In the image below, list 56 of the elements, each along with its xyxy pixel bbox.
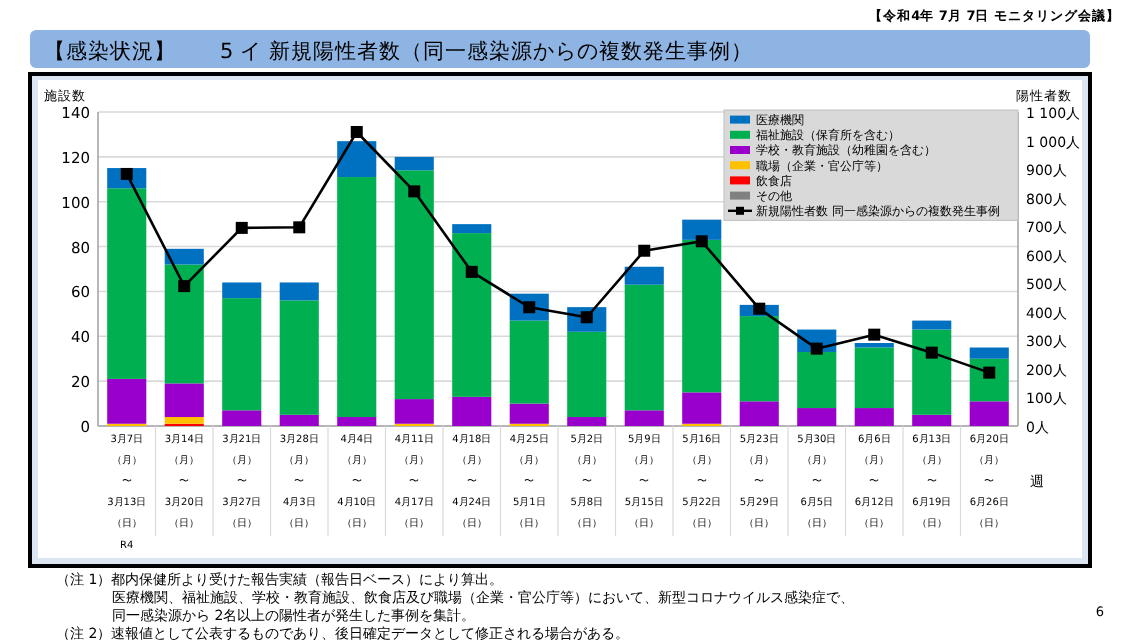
bar — [969, 401, 1009, 426]
bar — [279, 282, 319, 301]
bar — [337, 177, 377, 418]
bar — [969, 347, 1009, 359]
point — [983, 366, 996, 379]
bar — [164, 383, 204, 418]
bar — [452, 224, 492, 234]
bar — [682, 392, 722, 424]
bar — [854, 408, 894, 426]
point — [235, 221, 248, 234]
bar — [337, 417, 377, 426]
chart-title: 【感染状況】 5 イ 新規陽性者数（同一感染源からの複数発生事例） — [44, 38, 753, 64]
point — [408, 185, 421, 198]
bar — [452, 233, 492, 397]
point — [293, 221, 306, 234]
point — [925, 346, 938, 359]
bar — [509, 320, 549, 404]
point — [465, 265, 478, 278]
point — [810, 342, 823, 355]
bar — [164, 417, 204, 424]
point — [638, 244, 651, 257]
bar — [394, 170, 434, 400]
point — [868, 328, 881, 341]
bar — [222, 298, 262, 411]
bar — [682, 219, 722, 240]
bar — [222, 282, 262, 299]
bar — [682, 239, 722, 393]
bar — [394, 156, 434, 171]
bar — [509, 403, 549, 424]
bar — [164, 248, 204, 265]
bar — [854, 347, 894, 409]
bar — [739, 401, 779, 426]
bar — [567, 417, 607, 426]
bar — [222, 410, 262, 426]
bar — [624, 266, 664, 285]
point — [695, 235, 708, 248]
bar — [624, 410, 664, 426]
point — [178, 280, 191, 293]
point — [350, 125, 363, 138]
bar — [797, 408, 837, 426]
bar — [107, 378, 147, 424]
bar — [624, 284, 664, 411]
bar — [337, 141, 377, 178]
bar — [739, 316, 779, 402]
bar — [912, 329, 952, 415]
bar — [912, 414, 952, 426]
bar — [279, 300, 319, 415]
bar — [797, 351, 837, 409]
bar — [452, 396, 492, 426]
bar — [912, 320, 952, 330]
bar — [164, 264, 204, 384]
bar — [279, 414, 319, 426]
bar — [567, 331, 607, 418]
point — [753, 302, 766, 315]
bar — [394, 399, 434, 424]
bar — [107, 188, 147, 379]
